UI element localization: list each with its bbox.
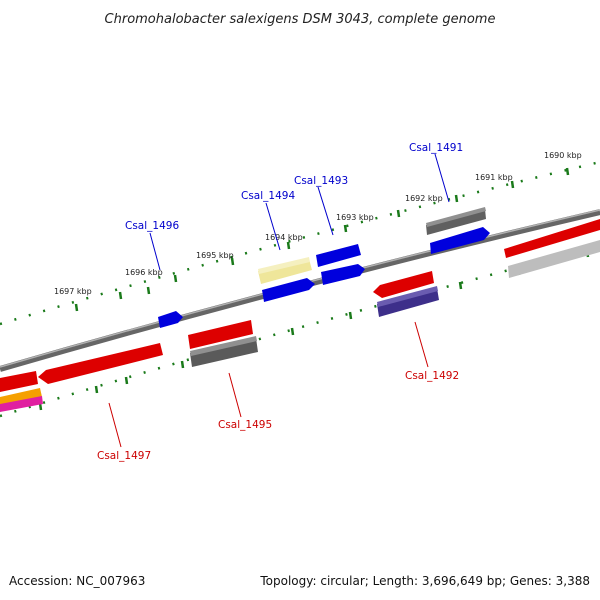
gene-label-reverse[interactable]: Csal_1497 (97, 450, 151, 462)
gene-arrow-blue[interactable] (262, 278, 315, 302)
gene-arrow-blue[interactable] (316, 244, 361, 267)
ruler-inner-ticks (38, 249, 590, 411)
gene-arrow-lightgray[interactable] (508, 240, 600, 278)
ruler-tick (74, 303, 79, 312)
ruler-tick (94, 385, 99, 394)
gene-arrow-highlight (426, 207, 486, 227)
gene-arrow-orange[interactable] (0, 388, 42, 405)
label-leader (149, 232, 161, 271)
ruler-tick (510, 180, 515, 189)
ruler-label: 1696 kbp (125, 268, 163, 277)
ruler-label: 1691 kbp (475, 173, 513, 182)
gene-arrow-highlight (190, 336, 257, 356)
gene-label-reverse[interactable]: Csal_1495 (218, 419, 272, 431)
genome-summary-text: Topology: circular; Length: 3,696,649 bp… (259, 574, 590, 588)
ruler-label: 1695 kbp (196, 251, 234, 260)
label-leader (265, 202, 281, 251)
gene-arrow-highlight (377, 286, 438, 307)
label-leader (317, 186, 334, 236)
gene-arrow-red[interactable] (38, 343, 163, 384)
map-title: Chromohalobacter salexigens DSM 3043, co… (105, 12, 496, 27)
gene-label-forward[interactable]: Csal_1491 (409, 142, 463, 154)
label-leader (228, 372, 242, 418)
gene-label-forward[interactable]: Csal_1496 (125, 220, 179, 232)
ruler-label: 1690 kbp (544, 151, 582, 160)
ruler-tick (180, 360, 185, 369)
gene-label-forward[interactable]: Csal_1494 (241, 190, 295, 202)
gene-arrow-red[interactable] (188, 320, 253, 349)
accession-text: Accession: NC_007963 (9, 574, 145, 588)
gene-arrow-khaki[interactable] (258, 259, 312, 284)
gene-arrow-gray[interactable] (190, 338, 258, 367)
forward-genes (158, 207, 600, 328)
ruler-tick (343, 224, 348, 233)
reverse-genes (0, 271, 439, 412)
gene-arrow-red[interactable] (504, 219, 600, 258)
gene-arrow-blue[interactable] (321, 264, 365, 285)
ruler-tick (458, 281, 463, 290)
label-leader (108, 402, 122, 448)
reverse-label-leaders (108, 321, 429, 448)
gene-label-reverse[interactable]: Csal_1492 (405, 370, 459, 382)
ruler-major-ticks (74, 167, 570, 312)
gene-arrow-red[interactable] (0, 371, 38, 392)
gene-label-forward[interactable]: Csal_1493 (294, 175, 348, 187)
ruler-tick (173, 274, 178, 283)
ruler-label: 1693 kbp (336, 213, 374, 222)
ruler-tick (118, 291, 123, 300)
ruler-tick (454, 194, 459, 203)
ruler-label: 1692 kbp (405, 194, 443, 203)
ruler-tick (146, 286, 151, 295)
ruler-tick (230, 257, 235, 266)
gene-arrow-highlight (258, 257, 310, 274)
ruler-label: 1694 kbp (265, 233, 303, 242)
label-leader (434, 153, 450, 203)
ruler-tick (124, 376, 129, 385)
ruler-tick (286, 241, 291, 250)
gene-arrow-red[interactable] (373, 271, 434, 298)
gene-arrow-gray[interactable] (426, 209, 486, 235)
gene-arrow-purple[interactable] (377, 288, 439, 317)
ruler-tick (290, 327, 295, 336)
ruler-tick (348, 311, 353, 320)
ruler-tick (565, 167, 570, 176)
ruler-tick (396, 209, 401, 218)
gene-arrow-blue[interactable] (158, 311, 183, 328)
gene-arrow-magenta[interactable] (0, 396, 43, 412)
label-leader (414, 321, 429, 368)
ruler-label: 1697 kbp (54, 287, 92, 296)
gene-arrow-blue[interactable] (430, 227, 490, 254)
forward-label-leaders (149, 153, 450, 271)
